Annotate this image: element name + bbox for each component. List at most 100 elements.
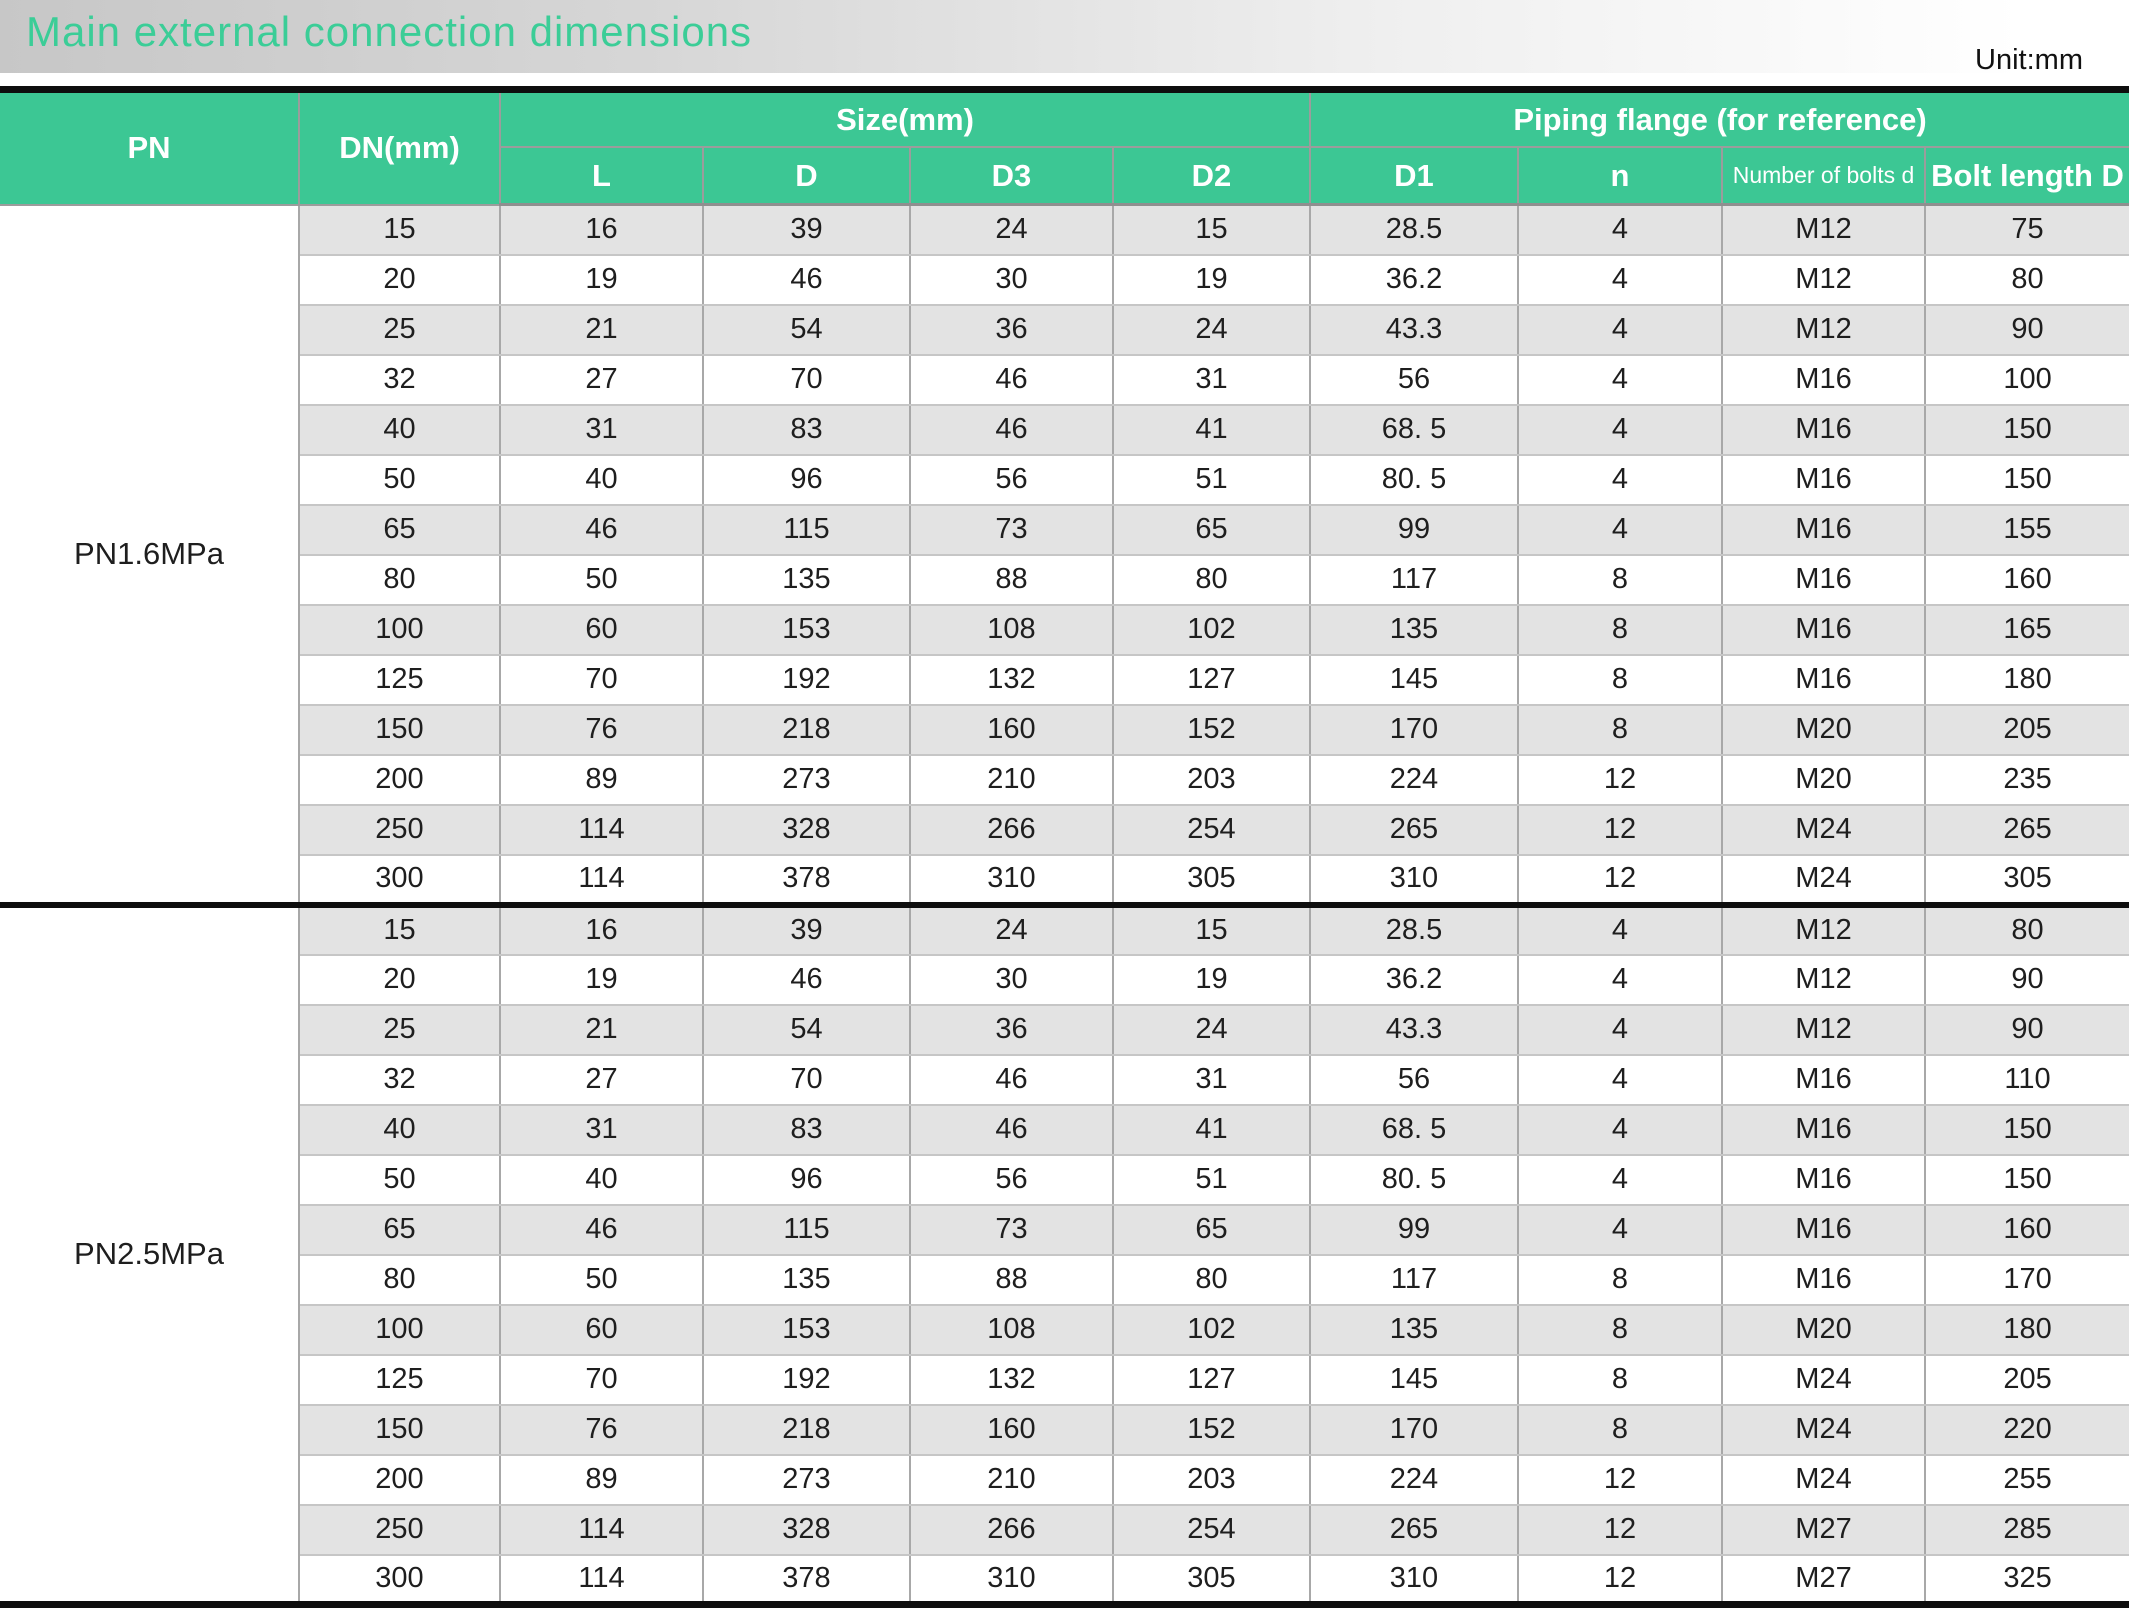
table-row: 20 19 46 30 19 36.2 4 M12 80: [0, 253, 2129, 306]
cell-l: 21: [499, 303, 704, 356]
cell-d3: 36: [909, 1003, 1114, 1056]
dimensions-table-wrapper: PN DN(mm) Size(mm) Piping flange (for re…: [0, 86, 2129, 1608]
cell-bolt-length-d: 155: [1923, 503, 2129, 556]
table-row: 65 46 115 73 65 99 4 M16 160: [0, 1203, 2129, 1256]
cell-dn: 150: [299, 1403, 501, 1456]
cell-dn: 300: [299, 853, 501, 906]
cell-d2: 51: [1112, 453, 1311, 506]
cell-d3: 266: [909, 1503, 1114, 1556]
cell-n: 12: [1517, 1503, 1723, 1556]
cell-bolts-d: M12: [1721, 903, 1926, 956]
cell-bolt-length-d: 235: [1923, 753, 2129, 806]
cell-n: 4: [1517, 953, 1723, 1006]
col-header-d1: D1: [1309, 146, 1519, 206]
cell-dn: 300: [299, 1553, 501, 1606]
cell-d2: 19: [1112, 253, 1311, 306]
cell-d3: 46: [909, 1103, 1114, 1156]
cell-bolt-length-d: 285: [1923, 1503, 2129, 1556]
cell-d2: 127: [1112, 1353, 1311, 1406]
cell-bolts-d: M20: [1721, 703, 1926, 756]
cell-d2: 24: [1112, 1003, 1311, 1056]
cell-d2: 80: [1112, 553, 1311, 606]
col-header-bolts-d: Number of bolts d: [1721, 146, 1926, 206]
cell-dn: 50: [299, 1153, 501, 1206]
cell-d2: 254: [1112, 1503, 1311, 1556]
cell-d2: 51: [1112, 1153, 1311, 1206]
cell-bolts-d: M12: [1721, 253, 1926, 306]
cell-d3: 266: [909, 803, 1114, 856]
cell-l: 40: [499, 1153, 704, 1206]
cell-dn: 250: [299, 803, 501, 856]
cell-d: 115: [702, 503, 911, 556]
table-row: 100 60 153 108 102 135 8 M20 180: [0, 1303, 2129, 1356]
cell-d: 153: [702, 1303, 911, 1356]
cell-dn: 200: [299, 753, 501, 806]
cell-d1: 68. 5: [1309, 1103, 1519, 1156]
cell-n: 8: [1517, 553, 1723, 606]
unit-label: Unit:mm: [1975, 44, 2083, 76]
cell-l: 46: [499, 1203, 704, 1256]
cell-n: 4: [1517, 303, 1723, 356]
cell-bolts-d: M16: [1721, 1103, 1926, 1156]
cell-l: 19: [499, 253, 704, 306]
table-row: 250 114 328 266 254 265 12 M27 285: [0, 1503, 2129, 1556]
title-bar: Main external connection dimensions: [0, 0, 2129, 73]
cell-d2: 15: [1112, 903, 1311, 956]
cell-l: 70: [499, 1353, 704, 1406]
cell-d: 192: [702, 653, 911, 706]
header-group-row: PN DN(mm) Size(mm) Piping flange (for re…: [0, 88, 2129, 206]
cell-bolts-d: M16: [1721, 503, 1926, 556]
table-row: 25 21 54 36 24 43.3 4 M12 90: [0, 303, 2129, 356]
cell-d: 46: [702, 253, 911, 306]
cell-d3: 56: [909, 453, 1114, 506]
cell-d3: 160: [909, 1403, 1114, 1456]
col-header-d2: D2: [1112, 146, 1311, 206]
cell-n: 4: [1517, 403, 1723, 456]
cell-d1: 265: [1309, 1503, 1519, 1556]
cell-bolts-d: M12: [1721, 203, 1926, 256]
col-header-n: n: [1517, 146, 1723, 206]
cell-n: 12: [1517, 853, 1723, 906]
cell-d1: 145: [1309, 653, 1519, 706]
cell-l: 114: [499, 1503, 704, 1556]
cell-bolt-length-d: 75: [1923, 203, 2129, 256]
cell-d3: 46: [909, 353, 1114, 406]
header-sub-row: L D D3 D2 D1 n Number of bolts d Bolt le…: [0, 146, 2129, 206]
cell-l: 50: [499, 1253, 704, 1306]
cell-d3: 24: [909, 203, 1114, 256]
cell-dn: 15: [298, 203, 501, 256]
cell-dn: 65: [299, 503, 501, 556]
cell-d1: 99: [1309, 1203, 1519, 1256]
cell-d1: 28.5: [1309, 203, 1519, 256]
table-row: 125 70 192 132 127 145 8 M16 180: [0, 653, 2129, 706]
cell-l: 76: [499, 703, 704, 756]
table-row: 80 50 135 88 80 117 8 M16 170: [0, 1253, 2129, 1306]
cell-d1: 56: [1309, 1053, 1519, 1106]
cell-dn: 32: [299, 353, 501, 406]
cell-d: 378: [702, 853, 911, 906]
col-group-size: Size(mm): [499, 88, 1311, 148]
cell-d2: 31: [1112, 353, 1311, 406]
cell-bolts-d: M16: [1721, 1253, 1926, 1306]
cell-l: 46: [499, 503, 704, 556]
cell-n: 8: [1517, 1353, 1723, 1406]
cell-bolts-d: M24: [1721, 1453, 1926, 1506]
cell-d2: 305: [1112, 853, 1311, 906]
cell-dn: 50: [299, 453, 501, 506]
cell-d: 328: [702, 803, 911, 856]
cell-bolts-d: M12: [1721, 303, 1926, 356]
cell-d1: 28.5: [1309, 903, 1519, 956]
col-header-d: D: [702, 146, 911, 206]
cell-bolt-length-d: 90: [1923, 1003, 2129, 1056]
cell-n: 4: [1517, 1203, 1723, 1256]
cell-d1: 80. 5: [1309, 453, 1519, 506]
cell-d: 70: [702, 353, 911, 406]
cell-d3: 30: [909, 953, 1114, 1006]
cell-dn: 20: [299, 953, 501, 1006]
cell-bolt-length-d: 160: [1923, 553, 2129, 606]
cell-d: 39: [702, 203, 911, 256]
col-header-dn: DN(mm): [298, 88, 501, 206]
cell-bolts-d: M24: [1721, 853, 1926, 906]
table-row: 65 46 115 73 65 99 4 M16 155: [0, 503, 2129, 556]
cell-dn: 15: [298, 903, 501, 956]
